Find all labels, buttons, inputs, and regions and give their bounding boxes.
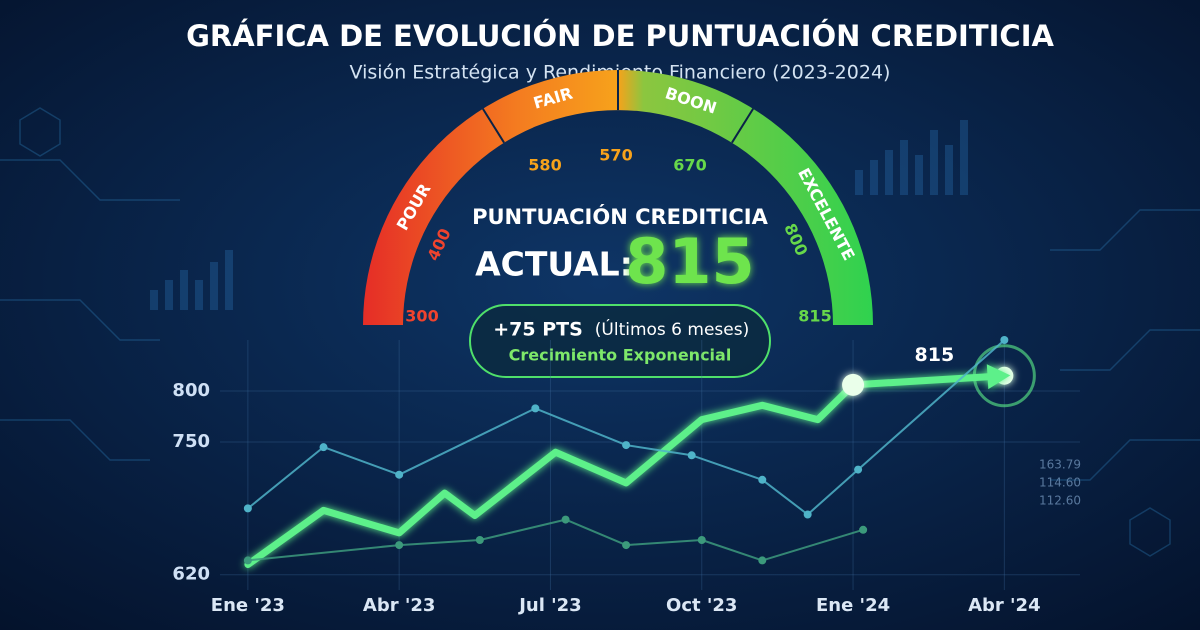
series-line	[244, 372, 1008, 568]
data-point	[859, 525, 868, 534]
data-point	[622, 441, 631, 450]
x-tick-label: Abr '23	[363, 595, 436, 616]
data-point	[395, 541, 404, 550]
background-figure: 114.60	[1039, 476, 1081, 490]
background-figure: 112.60	[1039, 494, 1081, 508]
gauge-divider	[731, 108, 754, 144]
gauge-scale-label: 670	[673, 156, 706, 175]
data-point	[803, 510, 812, 519]
series-line	[246, 339, 1006, 516]
y-tick-label: 620	[172, 564, 210, 585]
data-point	[531, 404, 540, 413]
badge-period: (Últimos 6 meses)	[595, 318, 749, 340]
gauge-scale-label: 815	[798, 307, 831, 326]
gauge-headline: PUNTUACIÓN CREDITICIA	[472, 204, 769, 229]
data-point	[243, 556, 252, 565]
current-score: 815	[625, 225, 754, 298]
background-figure: 163.79	[1039, 458, 1081, 472]
data-point	[243, 504, 252, 513]
badge-change: +75 PTS	[493, 319, 583, 341]
data-point	[561, 515, 570, 524]
circuit-decor	[0, 107, 1200, 557]
last-point-label: 815	[915, 344, 955, 366]
glow-ring	[972, 344, 1036, 408]
x-tick-label: Abr '24	[968, 595, 1041, 616]
title: GRÁFICA DE EVOLUCIÓN DE PUNTUACIÓN CREDI…	[186, 19, 1054, 53]
gauge-arc	[363, 70, 873, 325]
data-point	[758, 556, 767, 565]
bar-decor	[150, 120, 968, 310]
gauge-scale-label: 580	[528, 156, 561, 175]
series-line	[246, 518, 865, 562]
x-tick-label: Ene '24	[816, 595, 890, 616]
x-tick-label: Jul '23	[517, 595, 582, 616]
data-point	[319, 443, 328, 452]
gauge-scale-label: 570	[599, 146, 632, 165]
data-point	[475, 536, 484, 544]
badge-note: Crecimiento Exponencial	[509, 346, 732, 365]
current-label: ACTUAL:	[475, 245, 633, 284]
data-point	[1000, 336, 1009, 344]
arrow-head	[986, 364, 1011, 390]
data-point	[697, 536, 706, 544]
gauge-scale-label: 300	[405, 307, 438, 326]
data-point	[687, 451, 696, 460]
x-tick-label: Oct '23	[666, 595, 737, 616]
data-point	[842, 373, 865, 396]
badge	[469, 304, 771, 378]
x-tick-label: Ene '23	[211, 595, 285, 616]
data-point	[395, 470, 404, 479]
y-tick-label: 750	[172, 431, 210, 452]
data-point	[758, 475, 767, 484]
data-point	[854, 465, 863, 474]
y-tick-label: 800	[172, 380, 210, 401]
gauge-divider	[482, 108, 505, 144]
data-point	[622, 541, 631, 550]
